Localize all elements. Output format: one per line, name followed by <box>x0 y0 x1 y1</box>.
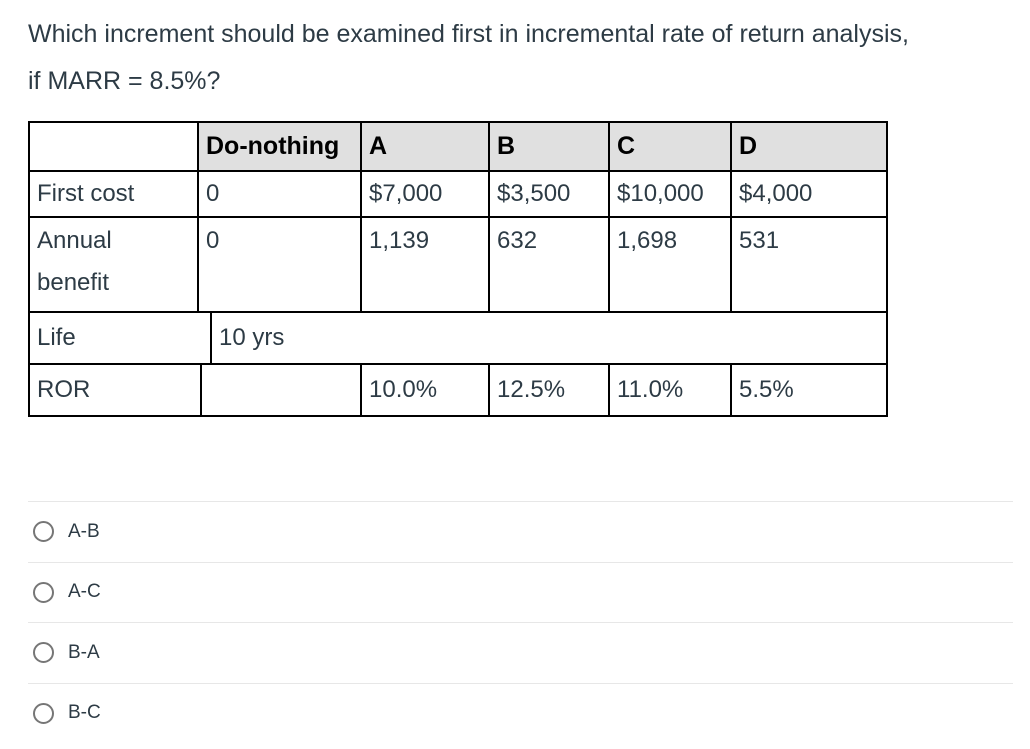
row-label-ror: ROR <box>28 365 200 417</box>
ror-c: 11.0% <box>608 365 730 417</box>
ror-do-nothing <box>200 365 360 417</box>
option-label: A-B <box>68 520 100 542</box>
table-row-first-cost: First cost 0 $7,000 $3,500 $10,000 $4,00… <box>28 172 888 218</box>
option-label: B-C <box>68 702 101 724</box>
option-a-b[interactable]: A-B <box>28 501 1013 562</box>
row-label-first-cost: First cost <box>28 172 197 218</box>
question-line-2: if MARR = 8.5%? <box>28 67 221 95</box>
first-cost-a: $7,000 <box>360 172 488 218</box>
first-cost-c: $10,000 <box>608 172 730 218</box>
option-b-c[interactable]: B-C <box>28 682 1013 744</box>
annual-benefit-do-nothing: 0 <box>197 218 360 313</box>
annual-benefit-b: 632 <box>488 218 608 313</box>
row-label-life: Life <box>28 313 210 365</box>
life-value-merged: 10 yrs <box>210 313 888 365</box>
header-cell-blank <box>28 121 197 172</box>
question-line-1: Which increment should be examined first… <box>28 20 909 48</box>
option-label: B-A <box>68 641 100 663</box>
ror-a: 10.0% <box>360 365 488 417</box>
header-cell-a: A <box>360 121 488 172</box>
header-cell-do-nothing: Do-nothing <box>197 121 360 172</box>
alternatives-table: Do-nothing A B C D First cost 0 $7,000 $… <box>28 121 888 417</box>
first-cost-do-nothing: 0 <box>197 172 360 218</box>
ror-d: 5.5% <box>730 365 888 417</box>
header-cell-b: B <box>488 121 608 172</box>
first-cost-b: $3,500 <box>488 172 608 218</box>
table-header-row: Do-nothing A B C D <box>28 121 888 172</box>
table-row-life: Life 10 yrs <box>28 313 888 365</box>
header-cell-d: D <box>730 121 888 172</box>
option-a-c[interactable]: A-C <box>28 561 1013 623</box>
annual-benefit-d: 531 <box>730 218 888 313</box>
radio-button-icon[interactable] <box>33 702 54 724</box>
table-row-annual-benefit: Annual benefit 0 1,139 632 1,698 531 <box>28 218 888 313</box>
annual-benefit-a: 1,139 <box>360 218 488 313</box>
question-text: Which increment should be examined first… <box>28 11 1028 105</box>
header-cell-c: C <box>608 121 730 172</box>
annual-benefit-c: 1,698 <box>608 218 730 313</box>
radio-button-icon[interactable] <box>33 642 54 664</box>
table-row-ror: ROR 10.0% 12.5% 11.0% 5.5% <box>28 365 888 417</box>
row-label-annual-benefit: Annual benefit <box>28 218 197 313</box>
ror-b: 12.5% <box>488 365 608 417</box>
radio-button-icon[interactable] <box>33 581 54 603</box>
answer-options: A-B A-C B-A B-C <box>28 501 1013 743</box>
option-label: A-C <box>68 581 101 603</box>
option-b-a[interactable]: B-A <box>28 622 1013 683</box>
radio-button-icon[interactable] <box>33 521 54 543</box>
first-cost-d: $4,000 <box>730 172 888 218</box>
